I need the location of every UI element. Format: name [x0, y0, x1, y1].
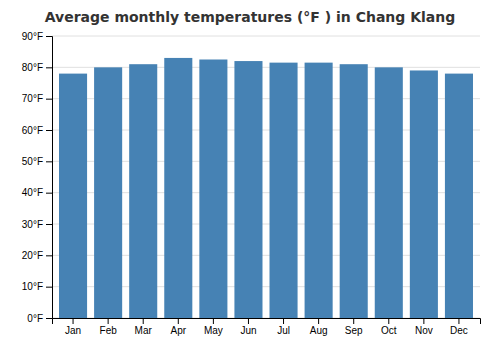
- tick-mark: [318, 318, 319, 324]
- tick-label: Mar: [135, 325, 153, 336]
- tick-label: 60°F: [22, 125, 43, 136]
- tick-label: 0°F: [27, 313, 43, 324]
- grid-line: [52, 36, 480, 37]
- tick-label: Jul: [277, 325, 290, 336]
- bar: [445, 74, 473, 318]
- tick: 20°F: [22, 250, 52, 261]
- tick: Dec: [450, 318, 468, 336]
- tick-label: 50°F: [22, 156, 43, 167]
- chart: Jan Feb Mar Apr May Jun Jul Aug Sep Oct Nov Dec 0°F 1…: [0, 0, 500, 350]
- tick: 60°F: [22, 125, 52, 136]
- tick: Mar: [135, 318, 153, 336]
- bar: [129, 64, 157, 318]
- tick-label: 80°F: [22, 62, 43, 73]
- tick-mark: [46, 67, 52, 68]
- bar: [94, 67, 122, 318]
- bar: [164, 58, 192, 318]
- tick: Sep: [345, 318, 363, 336]
- tick-label: Oct: [381, 325, 397, 336]
- plot: Jan Feb Mar Apr May Jun Jul Aug Sep Oct Nov Dec 0°F 1…: [22, 31, 481, 336]
- tick-label: Feb: [100, 325, 118, 336]
- tick: Jan: [65, 318, 81, 336]
- bar: [270, 63, 298, 318]
- tick: 80°F: [22, 62, 52, 73]
- bar: [199, 60, 227, 319]
- tick-mark: [283, 318, 284, 324]
- tick: 40°F: [22, 187, 52, 198]
- tick-mark: [178, 318, 179, 324]
- tick: 50°F: [22, 156, 52, 167]
- tick: 70°F: [22, 93, 52, 104]
- tick: Jun: [240, 318, 256, 336]
- tick-mark: [46, 255, 52, 256]
- tick-mark: [46, 130, 52, 131]
- tick-label: 40°F: [22, 187, 43, 198]
- tick: Apr: [171, 318, 187, 336]
- grid: [52, 36, 480, 318]
- tick: May: [204, 318, 223, 336]
- tick-label: Sep: [345, 325, 363, 336]
- y-axis: 0°F 10°F 20°F 30°F 40°F 50°F 60°F 70°F 80°F 90°F: [22, 31, 53, 324]
- tick-label: Apr: [171, 325, 187, 336]
- tick-label: 70°F: [22, 93, 43, 104]
- tick-mark: [46, 287, 52, 288]
- tick: Jul: [277, 318, 290, 336]
- tick-label: 90°F: [22, 31, 43, 42]
- tick: 0°F: [27, 313, 52, 324]
- tick-mark: [388, 318, 389, 324]
- tick: Feb: [100, 318, 118, 336]
- tick-label: Dec: [450, 325, 468, 336]
- tick-mark: [143, 318, 144, 324]
- tick-label: 30°F: [22, 219, 43, 230]
- tick-mark: [73, 318, 74, 324]
- tick-label: 20°F: [22, 250, 43, 261]
- bar: [340, 64, 368, 318]
- bar: [375, 67, 403, 318]
- tick-mark: [458, 318, 459, 324]
- axis-line: [46, 37, 53, 319]
- bars: [59, 58, 473, 318]
- bar: [59, 74, 87, 318]
- tick-label: Nov: [415, 325, 433, 336]
- tick-mark: [46, 318, 52, 319]
- tick-mark: [46, 99, 52, 100]
- tick-mark: [46, 193, 52, 194]
- tick-label: May: [204, 325, 223, 336]
- tick-mark: [353, 318, 354, 324]
- tick: Aug: [310, 318, 328, 336]
- tick: 90°F: [22, 31, 52, 42]
- tick-mark: [108, 318, 109, 324]
- title: Average monthly temperatures (°F ) in Ch…: [45, 9, 456, 25]
- tick-label: Aug: [310, 325, 328, 336]
- bar: [410, 70, 438, 318]
- tick: Oct: [381, 318, 397, 336]
- bar: [305, 63, 333, 318]
- x-axis: Jan Feb Mar Apr May Jun Jul Aug Sep Oct Nov Dec: [53, 318, 481, 336]
- tick-mark: [248, 318, 249, 324]
- tick: 30°F: [22, 219, 52, 230]
- tick: 10°F: [22, 281, 52, 292]
- tick-mark: [46, 224, 52, 225]
- tick-mark: [423, 318, 424, 324]
- tick-label: Jun: [240, 325, 256, 336]
- tick: Nov: [415, 318, 433, 336]
- axis-line: [53, 319, 481, 325]
- tick-mark: [213, 318, 214, 324]
- tick-label: 10°F: [22, 281, 43, 292]
- tick-label: Jan: [65, 325, 81, 336]
- tick-mark: [46, 36, 52, 37]
- bar: [234, 61, 262, 318]
- tick-mark: [46, 161, 52, 162]
